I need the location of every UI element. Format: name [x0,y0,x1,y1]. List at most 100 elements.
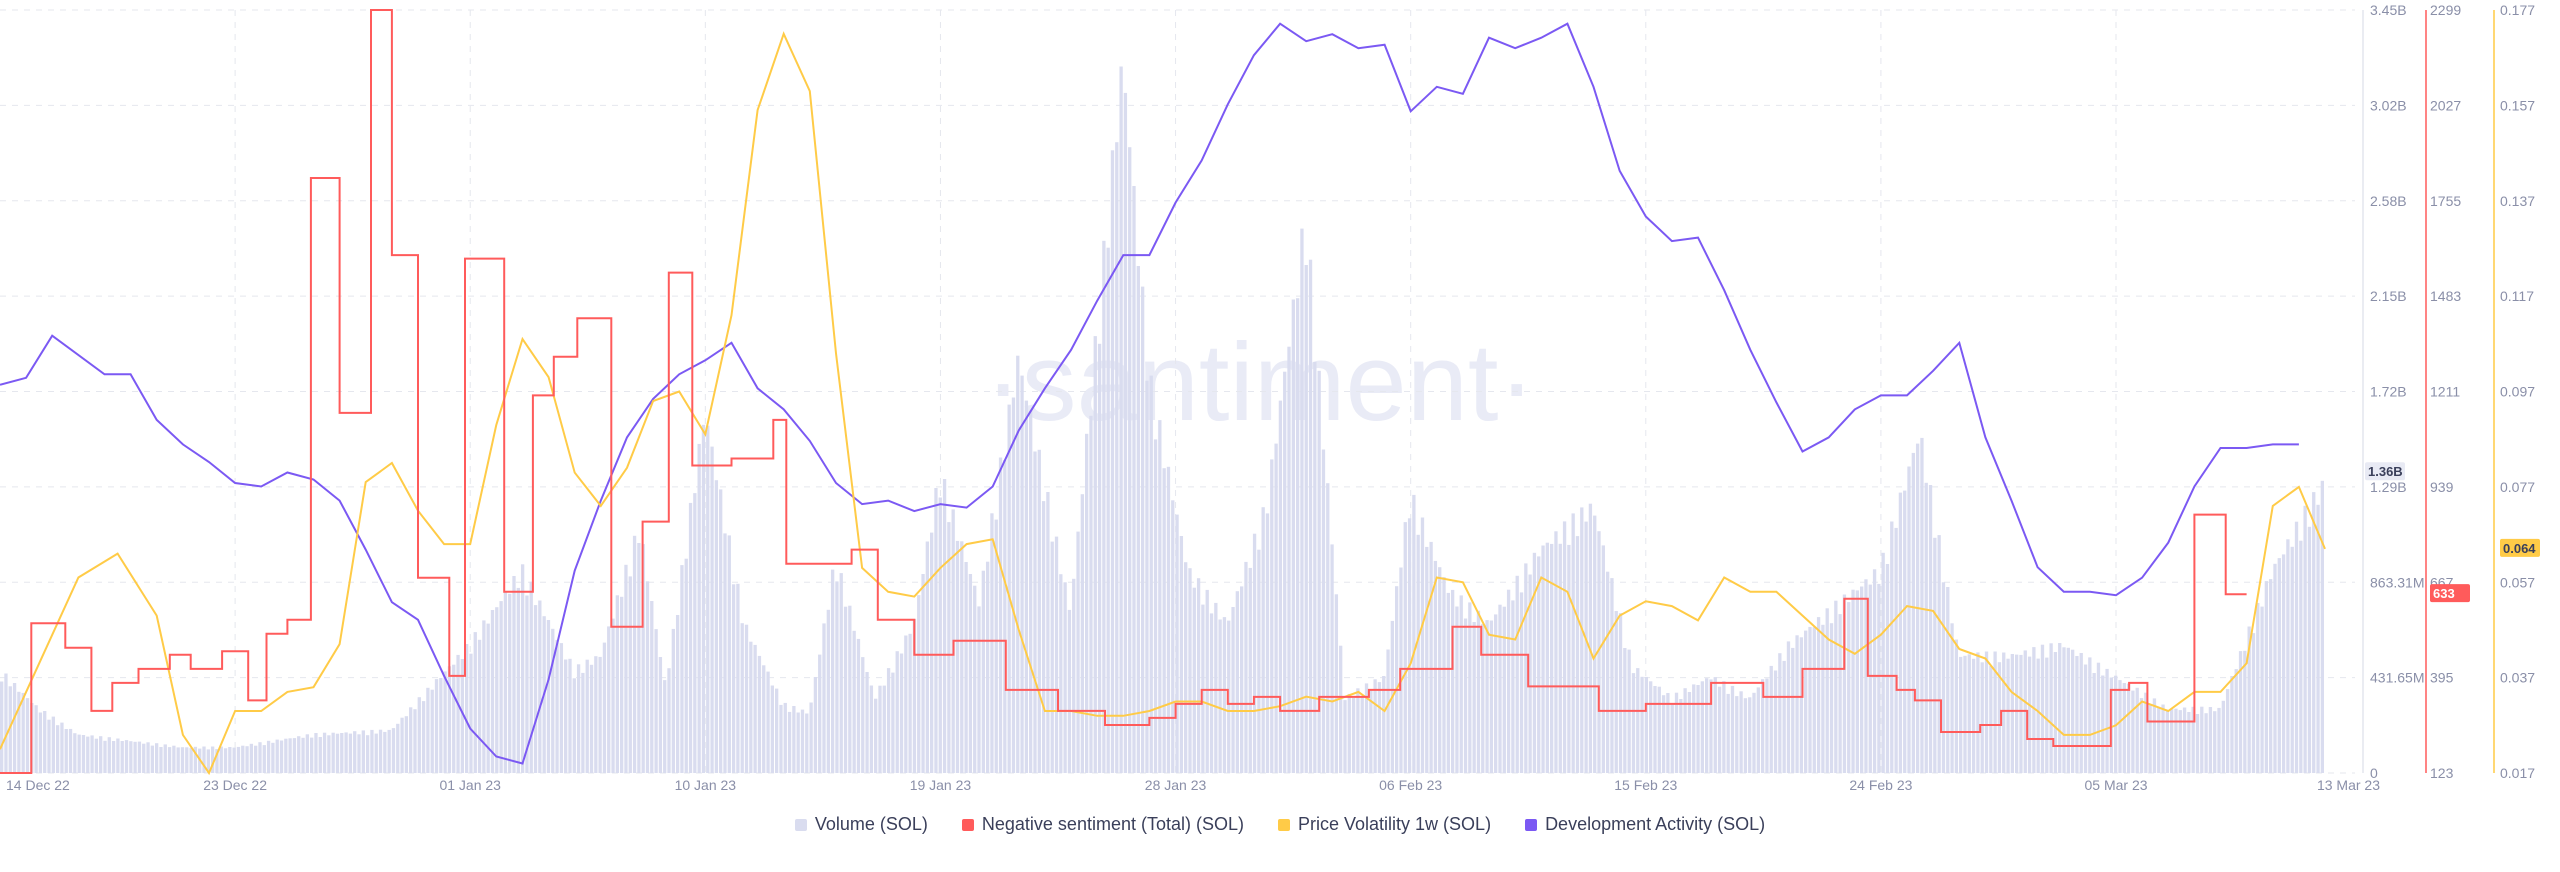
volume-bar [193,746,198,773]
volume-bar [1037,449,1041,773]
volume-bar [1011,397,1016,773]
volume-bar [1110,150,1115,774]
volume-bar [581,672,585,773]
volume-bar [1373,679,1377,773]
volume-bar [1515,575,1519,773]
volume-bar [176,747,180,773]
volume-bar [284,738,288,773]
volume-bar [111,741,116,773]
negative-axis-tick: 2299 [2430,2,2461,18]
volume-bar [2230,676,2234,773]
volume-bar [2006,658,2010,773]
volatility-axis-tick: 0.137 [2500,193,2535,209]
legend-item-dev[interactable]: Development Activity (SOL) [1525,814,1765,835]
volume-bar [1386,649,1390,773]
volume-bar [1644,676,1649,773]
volume-bar [1321,449,1326,773]
volume-bar [4,673,8,773]
volume-bar [1989,665,1993,773]
volume-bar [968,574,973,773]
volume-bar [925,541,929,773]
volume-bar [835,581,839,773]
negative-current-badge-bg [2430,584,2470,603]
volume-bar [1153,439,1158,773]
volume-bar [628,576,632,773]
volume-bar [749,641,753,773]
volume-bar [1855,590,1859,773]
volume-bar [822,623,826,773]
volume-bar [262,745,266,773]
volume-bar [869,685,874,773]
volume-bar [1726,693,1730,773]
volume-bar [1459,595,1463,773]
volume-bar [1041,501,1046,773]
volume-bar [568,658,572,773]
volume-bar [344,732,348,773]
x-axis-tick: 15 Feb 23 [1614,777,1677,793]
volume-bar [1072,578,1076,773]
volume-bar [602,642,607,773]
volume-bar [396,723,400,773]
volume-bar [675,615,680,773]
volume-current-badge: 1.36B [2368,464,2403,479]
volume-bar [2049,643,2053,773]
volume-bar [452,664,456,773]
volume-bar [1842,594,1847,773]
volume-bar [1046,492,1050,773]
volume-bar [2161,704,2165,773]
volume-bar [1847,602,1851,773]
volume-bar [1877,583,1881,773]
volume-bar [1059,574,1063,773]
volume-bar [787,711,792,773]
volume-bar [1911,452,1915,773]
volume-bar [357,734,361,773]
volume-bar [1653,686,1657,773]
legend-item-negative[interactable]: Negative sentiment (Total) (SOL) [961,814,1244,835]
legend-item-volatility[interactable]: Price Volatility 1w (SOL) [1278,814,1491,835]
volume-bar [1085,433,1089,773]
volume-bar [1494,614,1498,773]
legend-label-dev: Development Activity (SOL) [1545,814,1766,834]
volume-bar [848,605,852,773]
volume-bar [348,733,353,773]
volume-bar [512,576,516,773]
volume-bar [1420,517,1425,773]
volume-bar [2277,558,2281,773]
volume-bar [1657,686,1661,773]
volume-bar [1369,689,1373,773]
volume-bar [654,629,658,773]
legend-item-volume[interactable]: Volume (SOL) [794,814,928,835]
legend: Volume (SOL) Negative sentiment (Total) … [0,814,2560,835]
volume-bar [1795,635,1799,773]
volume-bar [439,678,443,773]
volume-bar [490,610,495,773]
volume-bar [2066,647,2070,773]
volume-bar [775,688,779,773]
volume-bar [1605,571,1610,773]
volume-bar [942,479,947,773]
volume-bar [2170,708,2174,773]
volume-bar [1433,560,1438,773]
volume-bar [8,686,12,773]
volatility-axis-tick: 0.017 [2500,765,2535,781]
negative-axis-tick: 123 [2430,765,2454,781]
volume-bar [1184,562,1188,773]
volume-bar [1106,247,1110,773]
volatility-current-badge-bg [2500,538,2540,557]
volume-bar [2247,626,2251,773]
volume-bar [1545,542,1549,773]
volume-bar [1498,604,1502,773]
volume-bar [129,741,133,773]
volume-bar [86,736,90,773]
volume-bar [1864,579,1868,773]
volume-bar [805,713,809,773]
volume-bar [576,664,581,773]
volume-bar [917,595,921,773]
volume-bar [2303,505,2307,773]
volume-bar [1502,606,1506,773]
volume-bar [1898,492,1903,773]
volume-bar [107,737,111,773]
volume-bar [426,687,430,773]
volume-bar [1270,459,1274,773]
volume-bar [1231,607,1235,773]
